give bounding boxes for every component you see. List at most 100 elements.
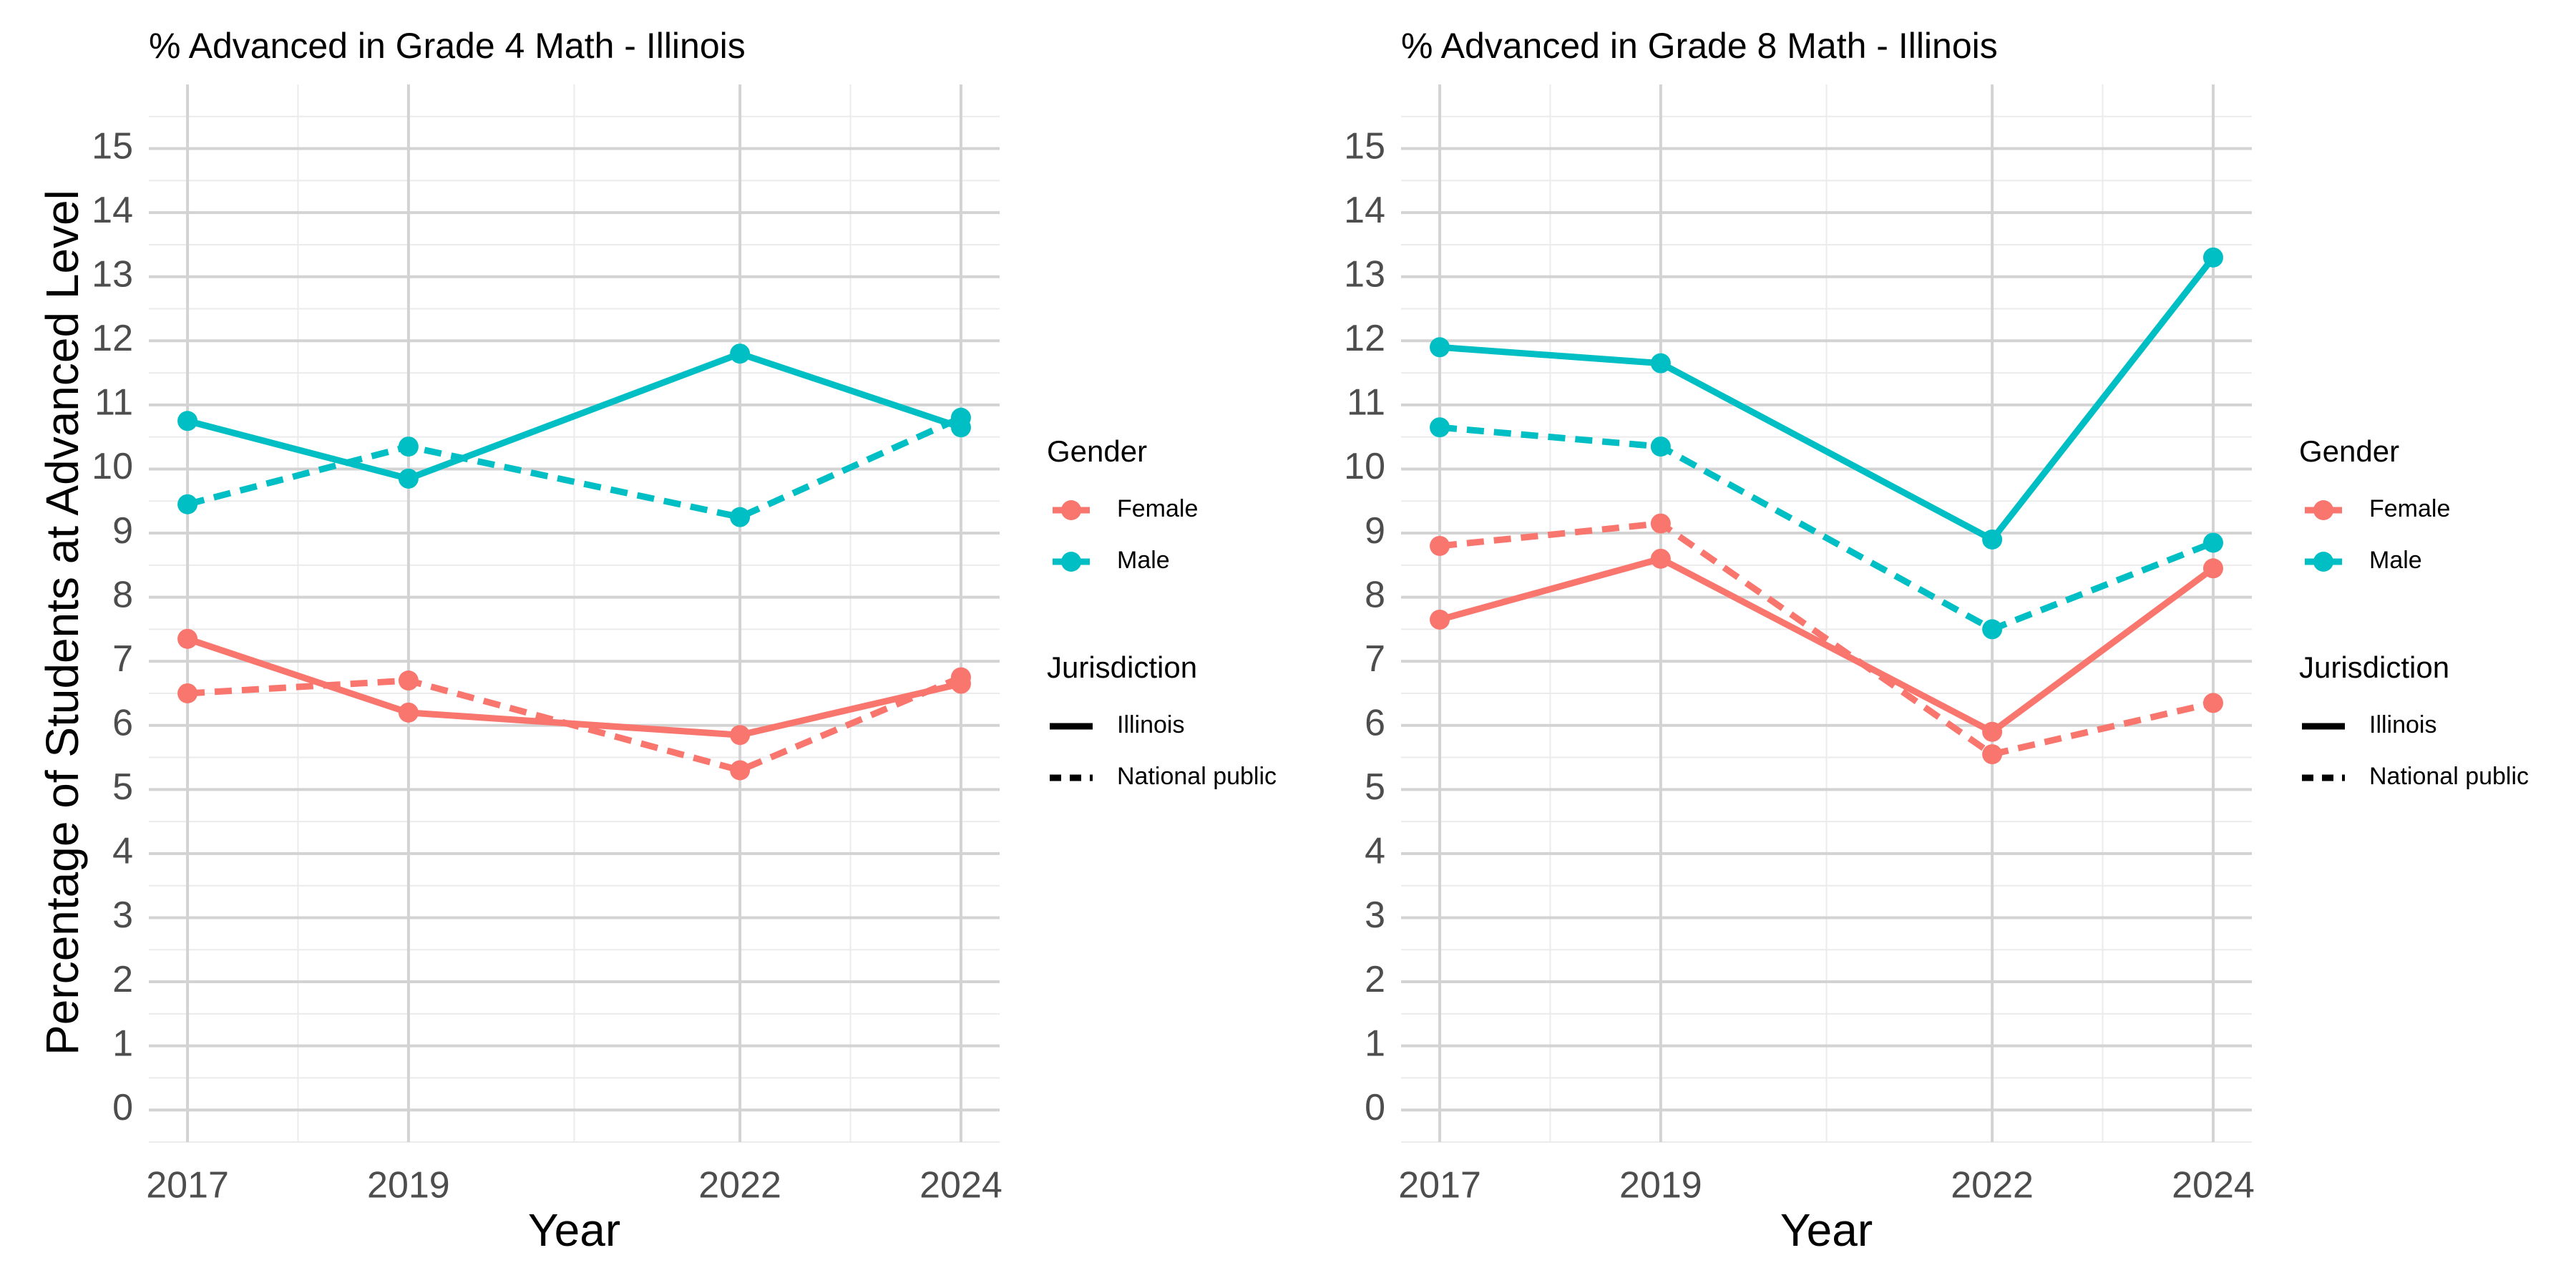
series-line [186,350,962,482]
legend-label-gender: Male [1117,547,1170,574]
data-point [398,468,419,489]
y-tick-label: 5 [112,766,133,808]
y-tick-label: 13 [92,253,133,295]
y-tick-label: 5 [1365,766,1385,808]
chart-panel: % Advanced in Grade 4 Math - Illinois012… [92,26,1277,1256]
y-tick-label: 6 [112,702,133,743]
data-point [1982,529,2003,550]
x-tick-label: 2022 [1951,1165,2034,1206]
legend-label-gender: Male [2369,547,2422,574]
y-tick-label: 6 [1365,702,1385,743]
y-tick-label: 8 [112,574,133,615]
y-tick-label: 15 [92,125,133,167]
data-point [1650,353,1671,374]
y-tick-label: 7 [112,638,133,680]
y-tick-label: 11 [94,382,133,424]
legend-label-jurisdiction: National public [1117,763,1277,790]
y-tick-label: 11 [1347,382,1385,424]
data-point [950,407,971,428]
y-tick-label: 4 [1365,831,1385,872]
data-point [1650,513,1671,534]
data-point [730,725,751,746]
y-tick-label: 10 [92,446,133,487]
legend-key-point [1061,552,1081,572]
data-point [950,667,971,688]
data-point [1982,619,2003,640]
data-point [177,683,198,703]
data-point [2202,693,2223,713]
data-point [730,760,751,781]
y-tick-label: 0 [112,1087,133,1128]
y-tick-label: 1 [1365,1023,1385,1064]
legend-key-point [1061,500,1081,520]
data-point [2202,532,2223,553]
legend-label-gender: Female [1117,495,1198,522]
legend-title-gender: Gender [2299,434,2399,468]
x-axis-title: Year [1780,1204,1873,1256]
data-point [1982,721,2003,742]
data-point [398,670,419,691]
y-tick-label: 15 [1344,125,1385,167]
x-tick-label: 2017 [1398,1165,1481,1206]
x-axis-title: Year [528,1204,620,1256]
chart-title: % Advanced in Grade 8 Math - Illinois [1401,26,1998,66]
y-tick-label: 12 [92,318,133,359]
series-line [187,674,962,774]
legend-label-jurisdiction: Illinois [2369,711,2436,738]
chart-panel: % Advanced in Grade 8 Math - Illinois012… [1344,26,2529,1256]
series-line [1439,255,2216,543]
y-tick-label: 13 [1344,253,1385,295]
legend-title-jurisdiction: Jurisdiction [2299,650,2449,684]
legend-title-jurisdiction: Jurisdiction [1047,650,1197,684]
chart-title: % Advanced in Grade 4 Math - Illinois [149,26,746,66]
y-tick-label: 14 [1344,190,1385,231]
legend: Gender Female Male Jurisdiction Illinois Nati… [2299,434,2529,790]
data-point [177,411,198,431]
y-tick-label: 3 [112,894,133,936]
data-point [177,628,198,649]
legend: Gender Female Male Jurisdiction Illinois Nati… [1047,434,1277,790]
y-tick-label: 7 [1365,638,1385,680]
series-line [1438,555,2215,736]
y-tick-label: 10 [1344,446,1385,487]
y-tick-label: 1 [112,1023,133,1064]
y-tick-label: 4 [112,831,133,872]
y-tick-label: 2 [112,959,133,1000]
y-tick-label: 0 [1365,1087,1385,1128]
y-tick-label: 9 [112,510,133,552]
x-tick-label: 2024 [2172,1165,2255,1206]
y-tick-label: 12 [1344,318,1385,359]
series-line [1439,424,2215,633]
x-tick-label: 2017 [146,1165,229,1206]
data-point [398,436,419,457]
data-point [1430,535,1450,556]
legend-key-point [2313,552,2333,572]
data-point [2202,247,2223,268]
data-point [2202,558,2223,579]
data-point [1430,609,1450,630]
legend-label-jurisdiction: Illinois [1117,711,1184,738]
y-tick-label: 2 [1365,959,1385,1000]
x-tick-label: 2019 [367,1165,450,1206]
data-point [1430,417,1450,438]
data-point [1982,744,2003,765]
y-tick-label: 14 [92,190,133,231]
series-line [1439,520,2214,758]
data-point [730,343,751,364]
data-point [1650,548,1671,569]
series-line [186,414,962,521]
y-axis-title: Percentage of Students at Advanced Level [36,190,88,1055]
legend-key-point [2313,500,2333,520]
legend-title-gender: Gender [1047,434,1147,468]
data-point [1430,337,1450,358]
x-tick-label: 2019 [1619,1165,1702,1206]
x-tick-label: 2022 [698,1165,781,1206]
data-point [177,494,198,514]
legend-label-jurisdiction: National public [2369,763,2529,790]
y-tick-label: 3 [1365,894,1385,936]
y-tick-label: 9 [1365,510,1385,552]
x-tick-label: 2024 [919,1165,1002,1206]
panels: % Advanced in Grade 4 Math - Illinois012… [92,26,2529,1256]
